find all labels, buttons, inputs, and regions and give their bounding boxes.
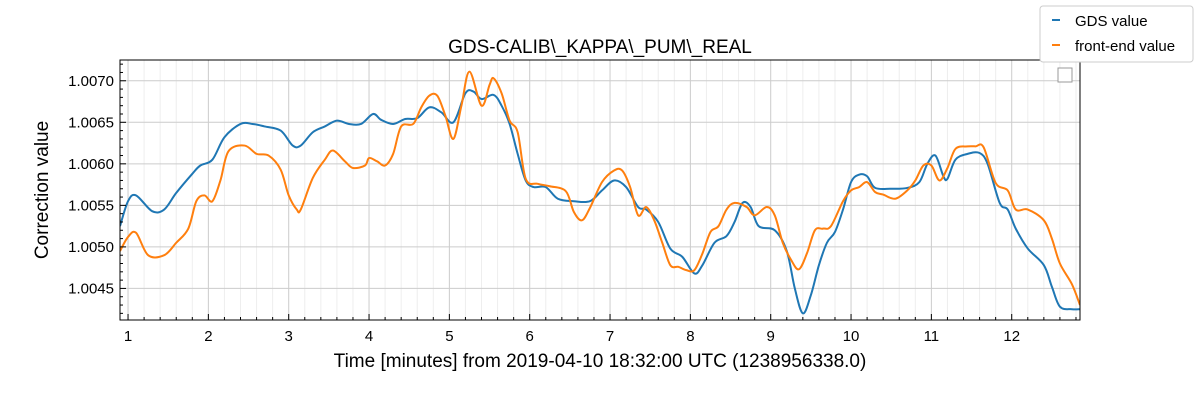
x-axis-label: Time [minutes] from 2019-04-10 18:32:00 … <box>334 351 867 372</box>
x-tick-label: 5 <box>445 328 453 345</box>
x-tick-label: 3 <box>285 328 293 345</box>
series-lines <box>120 70 1080 315</box>
x-tick-label: 2 <box>204 328 212 345</box>
y-tick-label: 1.0050 <box>68 239 114 256</box>
legend: GDS value front-end value <box>1039 5 1194 63</box>
x-tick-label: 4 <box>365 328 373 345</box>
x-tick-label: 9 <box>767 328 775 345</box>
y-tick-label: 1.0060 <box>68 156 114 173</box>
x-tick-label: 11 <box>924 328 940 345</box>
plot-area <box>120 60 1080 320</box>
plot-frame <box>119 59 1081 321</box>
y-axis-label: Correction value <box>32 121 53 259</box>
series-line-front-end-value <box>120 70 1080 306</box>
chart-title: GDS-CALIB\_KAPPA\_PUM\_REAL <box>448 37 752 58</box>
legend-box <box>1039 5 1194 63</box>
series-line-gds-value <box>120 89 1080 315</box>
legend-label-gds: GDS value <box>1075 13 1148 30</box>
x-tick-label: 7 <box>606 328 614 345</box>
y-tick-label: 1.0070 <box>68 73 114 90</box>
inner-legend-box <box>1057 67 1073 83</box>
y-tick-label: 1.0055 <box>68 197 114 214</box>
x-tick-label: 12 <box>1003 328 1020 345</box>
grid-lines <box>120 60 1080 320</box>
x-tick-label: 8 <box>686 328 694 345</box>
y-tick-label: 1.0065 <box>68 114 114 131</box>
x-tick-label: 6 <box>526 328 534 345</box>
legend-label-front-end: front-end value <box>1075 38 1175 55</box>
x-tick-label: 1 <box>124 328 132 345</box>
x-tick-label: 10 <box>843 328 860 345</box>
y-tick-label: 1.0045 <box>68 280 114 297</box>
axis-ticks: 1 2 3 4 5 6 7 8 9 10 11 121.00451.00501.00551.00601… <box>68 63 1077 345</box>
